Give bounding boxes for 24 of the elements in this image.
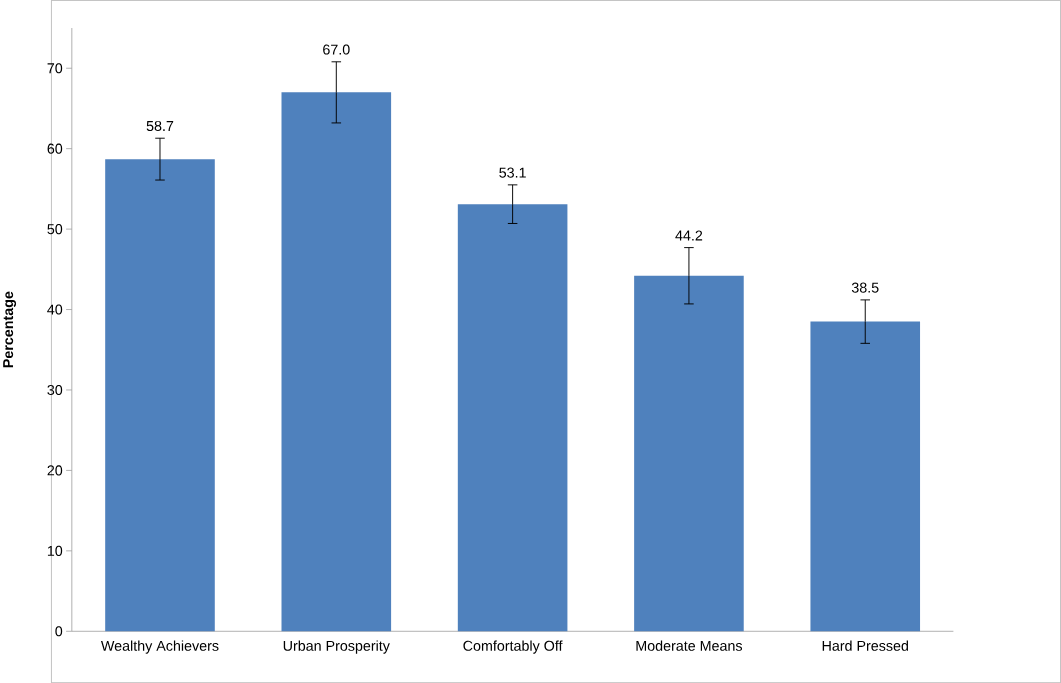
x-tick-label: Moderate Means bbox=[636, 640, 743, 651]
y-tick-label: 0 bbox=[55, 626, 63, 637]
data-label: 44.2 bbox=[675, 230, 703, 241]
y-tick-label: 70 bbox=[47, 63, 63, 74]
data-label: 58.7 bbox=[146, 120, 174, 131]
data-label: 67.0 bbox=[323, 44, 350, 55]
data-label: 53.1 bbox=[499, 167, 526, 178]
y-tick-label: 30 bbox=[47, 384, 63, 395]
data-label: 38.5 bbox=[851, 282, 879, 293]
y-tick-label: 60 bbox=[47, 143, 63, 154]
y-axis-title: Percentage bbox=[3, 291, 17, 368]
x-tick-label: Urban Prosperity bbox=[283, 640, 390, 654]
bar bbox=[281, 92, 392, 632]
x-tick-label: Wealthy Achievers bbox=[100, 640, 219, 654]
bar bbox=[457, 204, 568, 632]
y-tick-label: 20 bbox=[47, 465, 63, 476]
x-tick-label: Hard Pressed bbox=[822, 640, 908, 651]
bar bbox=[810, 321, 921, 632]
y-tick-label: 40 bbox=[47, 304, 63, 315]
y-tick-label: 50 bbox=[47, 223, 63, 235]
x-tick-label: Comfortably Off bbox=[463, 640, 563, 654]
y-tick-label: 10 bbox=[47, 545, 63, 556]
bar bbox=[634, 275, 744, 632]
bar bbox=[105, 159, 215, 632]
